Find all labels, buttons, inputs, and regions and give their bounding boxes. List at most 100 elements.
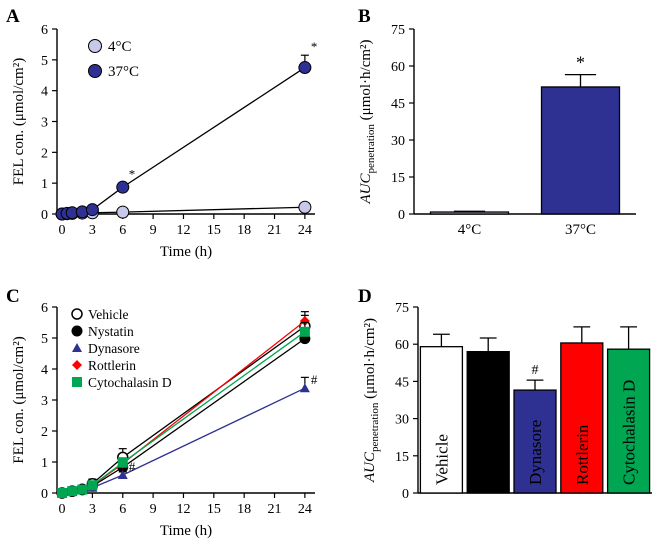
y-axis-title: AUCpenetration (μmol·h/cm²) [362,318,381,483]
y-title-main: AUC [358,173,374,205]
data-point-37-c [298,61,312,75]
y-tick-label: 60 [391,60,405,75]
x-tick-label: 3 [89,502,96,517]
data-point-4-c [116,205,130,219]
legend-label-4-c: 4°C [108,39,132,55]
x-axis-title: Time (h) [160,523,212,539]
y-title-subscript: penetration [369,402,381,452]
significance-mark: * [311,39,318,54]
y-title-subscript: penetration [365,124,377,174]
y-tick-label: 45 [391,97,405,112]
bar-label-nystatin: Nystatin [479,427,498,485]
y-tick-label: 6 [41,23,48,38]
legend-label-37-c: 37°C [108,64,139,80]
y-axis-title: AUCpenetration (μmol·h/cm²) [358,39,377,204]
y-tick-label: 1 [41,456,48,471]
x-tick-label: 0 [59,223,66,238]
legend-label-nystatin: Nystatin [88,324,134,339]
panel-d-bar-chart: 0 15 30 45 60 75 AUCpenetration (μmol·h/cm²) Ve… [362,301,652,502]
bar-4-c [429,211,510,215]
panel-letter-c: C [6,286,20,307]
x-tick-label: 12 [176,502,190,517]
panel-letter-b: B [358,6,371,27]
legend-marker-rottlerin [72,360,82,370]
legend-marker-37-c [88,64,102,78]
legend-label-vehicle: Vehicle [88,307,128,322]
legend-label-dynasore: Dynasore [88,341,140,356]
data-point-4-c [298,200,312,214]
y-tick-label: 0 [41,208,48,223]
bar-label-dynasore: Dynasore [526,420,545,485]
panel-letter-a: A [6,6,20,27]
y-tick-label: 60 [395,338,409,353]
significance-mark: # [129,459,136,474]
bar-37-c [540,86,621,215]
y-tick-label: 0 [398,208,405,223]
legend-label-cytochalasin-d: Cytochalasin D [88,375,172,390]
y-tick-label: 30 [395,413,409,428]
significance-mark: * [129,167,136,182]
data-point-37-c [85,203,99,217]
x-tick-label: 9 [150,502,157,517]
data-point-cytochalasin-d [67,486,78,497]
y-tick-label: 6 [41,301,48,316]
legend-marker-dynasore [72,343,82,352]
y-title-units: (μmol·h/cm²) [358,39,374,124]
data-point-rottlerin [299,315,310,326]
legend-marker-nystatin [71,325,83,337]
x-tick-label: 24 [298,502,312,517]
panel-b-bar-chart: 0 15 30 45 60 75 AUCpenetration (μmol·h/cm²) 4°… [358,23,636,238]
y-tick-label: 2 [41,146,48,161]
x-tick-label: 0 [59,502,66,517]
data-point-cytochalasin-d [87,480,98,491]
y-tick-label: 75 [391,23,405,38]
x-tick-label: 15 [207,502,221,517]
y-tick-label: 3 [41,116,48,131]
bar-label-vehicle: Vehicle [432,434,451,485]
x-tick-label: 4°C [458,222,482,238]
y-tick-label: 15 [391,171,405,186]
y-tick-label: 0 [41,487,48,502]
series-line-37-c [61,66,306,215]
bar-nystatin [466,350,510,494]
data-point-cytochalasin-d [117,457,128,468]
x-tick-label: 12 [176,223,190,238]
bar-vehicle [419,346,464,494]
legend-marker-cytochalasin-d [72,377,82,387]
x-tick-label: 9 [150,223,157,238]
y-title-main: AUC [362,451,378,483]
y-tick-label: 4 [41,363,48,378]
x-tick-label: 18 [237,223,251,238]
y-tick-label: 5 [41,54,48,69]
y-tick-label: 75 [395,301,409,316]
y-tick-label: 2 [41,425,48,440]
significance-mark: * [576,53,585,73]
legend-label-rottlerin: Rottlerin [88,358,136,373]
data-point-cytochalasin-d [299,326,310,337]
data-point-cytochalasin-d [57,488,68,498]
y-tick-label: 45 [395,375,409,390]
significance-mark: # [311,372,318,387]
bar-cytochalasin-d [606,348,651,494]
data-point-dynasore [117,470,128,480]
y-tick-label: 30 [391,134,405,149]
series-line-dynasore [61,387,306,494]
y-tick-label: 4 [41,85,48,100]
legend-marker-4-c [88,39,102,53]
data-point-37-c [116,180,130,194]
x-tick-label: 37°C [565,222,596,238]
x-tick-label: 24 [298,223,312,238]
y-axis-title: FEL con. (μmol/cm²) [11,336,27,463]
y-title-units: (μmol·h/cm²) [362,318,378,403]
legend-marker-vehicle [71,308,83,320]
bar-label-cytochalasin-d: Cytochalasin D [620,380,639,485]
y-tick-label: 3 [41,394,48,409]
panel-letter-d: D [358,286,372,307]
x-axis-title: Time (h) [160,244,212,260]
bar-rottlerin [560,342,604,494]
x-tick-label: 15 [207,223,221,238]
x-tick-label: 6 [119,502,126,517]
y-tick-label: 5 [41,332,48,347]
